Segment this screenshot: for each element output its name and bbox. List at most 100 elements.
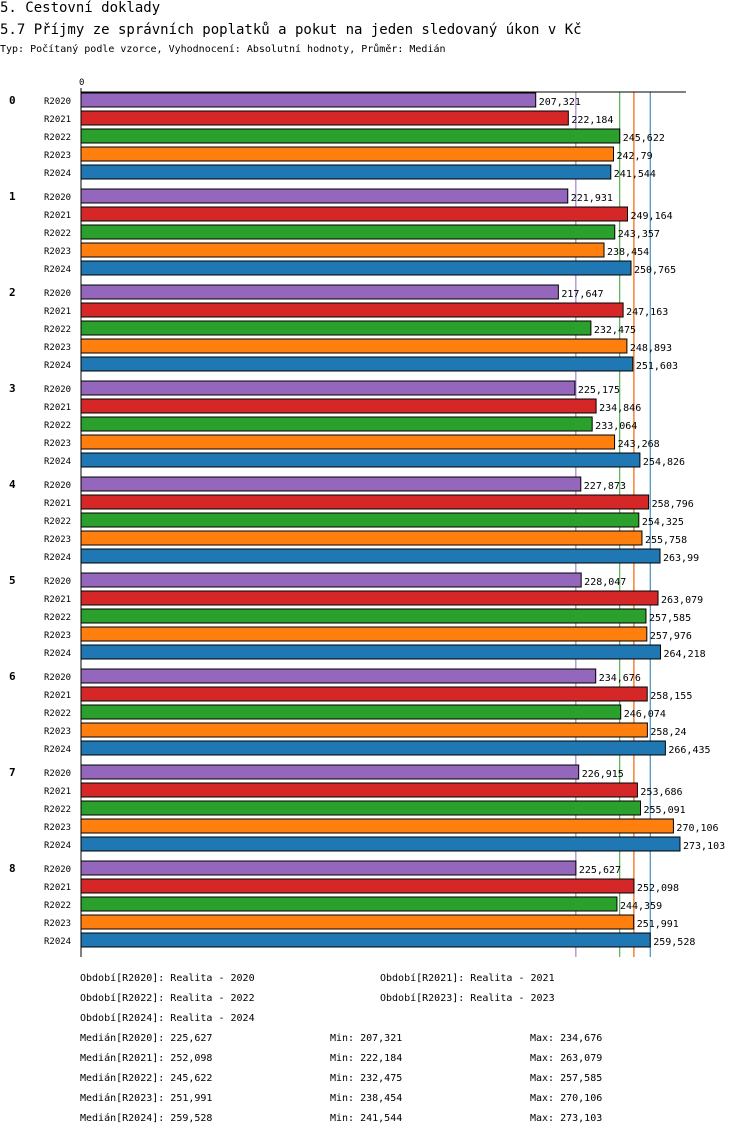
series-label-6-r2022: R2022 (44, 709, 71, 719)
legend-max-r2021: Max: 263,079 (530, 1053, 603, 1064)
value-label-8-r2023: 251,991 (637, 919, 679, 930)
bar-1-r2023 (80, 242, 605, 258)
bar-0-r2023 (80, 146, 615, 162)
bar-4-r2022 (80, 512, 640, 528)
series-label-3-r2022: R2022 (44, 421, 71, 431)
series-label-1-r2022: R2022 (44, 229, 71, 239)
series-label-6-r2021: R2021 (44, 691, 71, 701)
value-label-1-r2024: 250,765 (634, 265, 676, 276)
legend-period-r2023: Období[R2023]: Realita - 2023 (380, 993, 555, 1004)
series-label-4-r2022: R2022 (44, 517, 71, 527)
series-label-1-r2023: R2023 (44, 247, 71, 257)
group-label-4: 4 (9, 478, 16, 491)
legend-min-r2020: Min: 207,321 (330, 1033, 403, 1044)
group-label-5: 5 (9, 574, 16, 587)
series-label-8-r2023: R2023 (44, 919, 71, 929)
bar-3-r2020 (80, 380, 576, 396)
bar-3-r2023 (80, 434, 616, 450)
chart-title: 5.7 Příjmy ze správních poplatků a pokut… (0, 22, 582, 38)
value-label-4-r2024: 263,99 (663, 553, 699, 564)
value-label-3-r2022: 233,064 (595, 421, 637, 432)
value-label-7-r2023: 270,106 (676, 823, 718, 834)
bar-5-r2021 (80, 590, 659, 606)
bar-6-r2023 (80, 722, 648, 738)
series-label-7-r2022: R2022 (44, 805, 71, 815)
group-label-1: 1 (9, 190, 16, 203)
legend-max-r2023: Max: 270,106 (530, 1093, 603, 1104)
bar-5-r2022 (80, 608, 647, 624)
legend-period-r2022: Období[R2022]: Realita - 2022 (80, 993, 255, 1004)
series-label-0-r2020: R2020 (44, 97, 71, 107)
series-label-4-r2024: R2024 (44, 553, 71, 563)
value-label-4-r2022: 254,325 (642, 517, 684, 528)
series-label-6-r2024: R2024 (44, 745, 71, 755)
series-label-0-r2024: R2024 (44, 169, 71, 179)
series-label-1-r2020: R2020 (44, 193, 71, 203)
series-label-3-r2023: R2023 (44, 439, 71, 449)
bar-4-r2020 (80, 476, 582, 492)
value-label-4-r2020: 227,873 (584, 481, 626, 492)
value-label-5-r2020: 228,047 (584, 577, 626, 588)
group-label-0: 0 (9, 94, 16, 107)
series-label-1-r2021: R2021 (44, 211, 71, 221)
value-label-0-r2020: 207,321 (539, 97, 581, 108)
bar-4-r2024 (80, 548, 661, 564)
value-label-5-r2023: 257,976 (650, 631, 692, 642)
value-label-8-r2022: 244,359 (620, 901, 662, 912)
legend-median-r2023: Medián[R2023]: 251,991 (80, 1093, 213, 1104)
bar-3-r2024 (80, 452, 641, 468)
value-label-1-r2023: 238,454 (607, 247, 649, 258)
bar-1-r2022 (80, 224, 616, 240)
bar-0-r2020 (80, 92, 537, 108)
bar-2-r2020 (80, 284, 559, 300)
legend-period-r2024: Období[R2024]: Realita - 2024 (80, 1013, 255, 1024)
bar-8-r2020 (80, 860, 577, 876)
bar-0-r2022 (80, 128, 621, 144)
series-label-5-r2020: R2020 (44, 577, 71, 587)
bar-2-r2021 (80, 302, 624, 318)
x-axis-zero-label: 0 (79, 78, 84, 88)
legend-min-r2021: Min: 222,184 (330, 1053, 403, 1064)
series-label-2-r2020: R2020 (44, 289, 71, 299)
series-label-5-r2022: R2022 (44, 613, 71, 623)
series-label-4-r2023: R2023 (44, 535, 71, 545)
group-label-3: 3 (9, 382, 16, 395)
series-label-2-r2021: R2021 (44, 307, 71, 317)
value-label-8-r2020: 225,627 (579, 865, 621, 876)
bar-6-r2020 (80, 668, 597, 684)
legend-max-r2024: Max: 273,103 (530, 1113, 603, 1124)
series-label-6-r2020: R2020 (44, 673, 71, 683)
group-label-7: 7 (9, 766, 16, 779)
bar-1-r2024 (80, 260, 632, 276)
legend-min-r2022: Min: 232,475 (330, 1073, 403, 1084)
bar-7-r2020 (80, 764, 580, 780)
value-label-1-r2020: 221,931 (571, 193, 613, 204)
series-label-3-r2024: R2024 (44, 457, 71, 467)
series-label-0-r2023: R2023 (44, 151, 71, 161)
value-label-7-r2020: 226,915 (582, 769, 624, 780)
value-label-6-r2021: 258,155 (650, 691, 692, 702)
legend-max-r2022: Max: 257,585 (530, 1073, 603, 1084)
bar-0-r2021 (80, 110, 569, 126)
series-label-2-r2023: R2023 (44, 343, 71, 353)
series-label-3-r2021: R2021 (44, 403, 71, 413)
bar-5-r2024 (80, 644, 662, 660)
bar-2-r2023 (80, 338, 628, 354)
legend-period-r2020: Období[R2020]: Realita - 2020 (80, 973, 255, 984)
value-label-5-r2024: 264,218 (664, 649, 706, 660)
series-label-2-r2024: R2024 (44, 361, 71, 371)
series-label-7-r2020: R2020 (44, 769, 71, 779)
bar-8-r2022 (80, 896, 618, 912)
value-label-2-r2022: 232,475 (594, 325, 636, 336)
bar-6-r2021 (80, 686, 648, 702)
bar-chart: 0 0 R2020 207,321 R2021 222,184 R2022 245,622 R2… (9, 78, 725, 957)
series-label-8-r2024: R2024 (44, 937, 71, 947)
bar-2-r2024 (80, 356, 634, 372)
bar-4-r2021 (80, 494, 650, 510)
series-label-6-r2023: R2023 (44, 727, 71, 737)
value-label-7-r2022: 255,091 (643, 805, 685, 816)
legend-max-r2020: Max: 234,676 (530, 1033, 603, 1044)
legend-median-r2020: Medián[R2020]: 225,627 (80, 1033, 213, 1044)
series-label-5-r2023: R2023 (44, 631, 71, 641)
series-label-5-r2024: R2024 (44, 649, 71, 659)
